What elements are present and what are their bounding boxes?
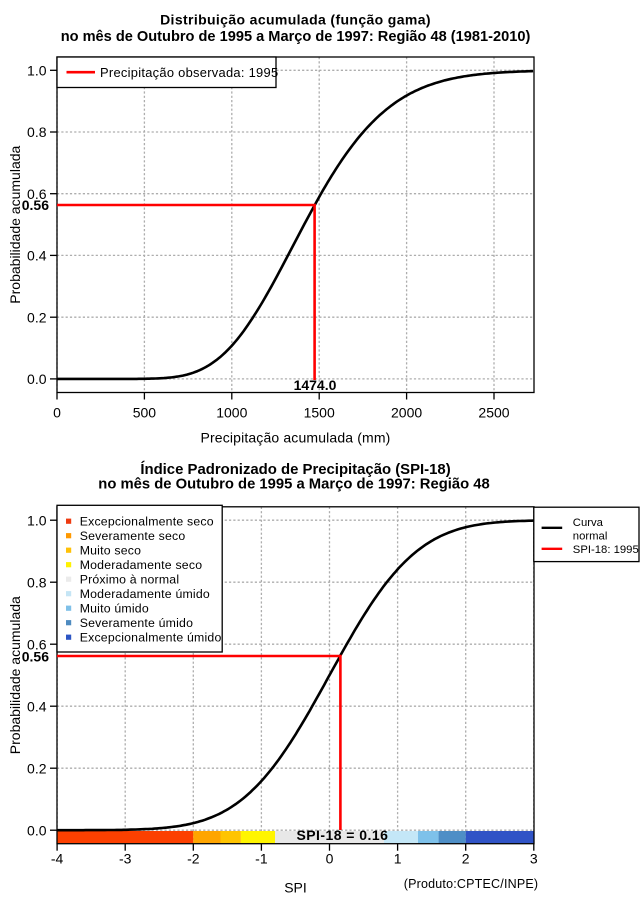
svg-text:Precipitação observada: 1995: Precipitação observada: 1995 <box>100 65 278 80</box>
svg-text:0.4: 0.4 <box>27 248 47 264</box>
svg-text:Precipitação acumulada (mm): Precipitação acumulada (mm) <box>200 430 390 446</box>
svg-text:2500: 2500 <box>478 405 509 421</box>
svg-text:500: 500 <box>133 405 157 421</box>
svg-text:-4: -4 <box>51 851 64 867</box>
svg-text:no mês de Outubro de 1995 a Ma: no mês de Outubro de 1995 a Março de 199… <box>98 476 489 492</box>
svg-text:0.6: 0.6 <box>27 186 47 202</box>
svg-text:Curva: Curva <box>573 517 604 529</box>
svg-text:Probabilidade acumulada: Probabilidade acumulada <box>7 596 23 754</box>
svg-text:0.6: 0.6 <box>27 636 47 652</box>
svg-text:Distribuição acumulada (função: Distribuição acumulada (função gama) <box>160 11 431 27</box>
svg-text:1: 1 <box>394 851 402 867</box>
svg-text:Índice Padronizado de Precipit: Índice Padronizado de Precipitação (SPI-… <box>140 461 450 478</box>
svg-text:SPI-18: 1995: SPI-18: 1995 <box>573 544 639 556</box>
svg-text:Probabilidade acumulada: Probabilidade acumulada <box>7 145 23 303</box>
svg-text:0.2: 0.2 <box>27 309 47 325</box>
svg-text:-1: -1 <box>255 851 268 867</box>
svg-text:Excepcionalmente seco: Excepcionalmente seco <box>80 515 214 529</box>
svg-text:0.2: 0.2 <box>27 760 47 776</box>
svg-text:1000: 1000 <box>216 405 247 421</box>
svg-text:2: 2 <box>462 851 470 867</box>
svg-text:SPI-18 = 0.16: SPI-18 = 0.16 <box>296 827 388 843</box>
svg-text:1474.0: 1474.0 <box>294 377 337 393</box>
svg-text:SPI: SPI <box>284 880 307 896</box>
svg-text:Severamente úmido: Severamente úmido <box>80 616 193 630</box>
svg-text:no mês de Outubro de 1995 a Ma: no mês de Outubro de 1995 a Março de 199… <box>61 29 531 45</box>
svg-text:1.0: 1.0 <box>27 512 47 528</box>
svg-text:1.0: 1.0 <box>27 63 47 79</box>
svg-text:Muito seco: Muito seco <box>80 544 141 558</box>
svg-text:0.0: 0.0 <box>27 371 47 387</box>
svg-text:-3: -3 <box>119 851 132 867</box>
svg-text:Moderadamente seco: Moderadamente seco <box>80 558 203 572</box>
svg-text:Excepcionalmente úmido: Excepcionalmente úmido <box>80 631 222 645</box>
svg-text:Próximo à normal: Próximo à normal <box>80 573 180 587</box>
svg-text:0.0: 0.0 <box>27 822 47 838</box>
svg-text:0.8: 0.8 <box>27 574 47 590</box>
svg-text:0: 0 <box>326 851 334 867</box>
svg-text:3: 3 <box>530 851 538 867</box>
svg-text:2000: 2000 <box>391 405 422 421</box>
svg-text:0.56: 0.56 <box>22 649 49 665</box>
svg-text:1500: 1500 <box>304 405 335 421</box>
svg-text:Severamente seco: Severamente seco <box>80 529 186 543</box>
svg-text:0.4: 0.4 <box>27 698 47 714</box>
svg-text:Moderadamente úmido: Moderadamente úmido <box>80 587 210 601</box>
svg-text:-2: -2 <box>187 851 200 867</box>
svg-text:0.56: 0.56 <box>22 197 49 213</box>
svg-text:(Produto:CPTEC/INPE): (Produto:CPTEC/INPE) <box>404 877 539 891</box>
svg-text:Muito úmido: Muito úmido <box>80 602 149 616</box>
svg-text:0: 0 <box>53 405 61 421</box>
svg-text:normal: normal <box>573 531 608 543</box>
svg-text:0.8: 0.8 <box>27 124 47 140</box>
